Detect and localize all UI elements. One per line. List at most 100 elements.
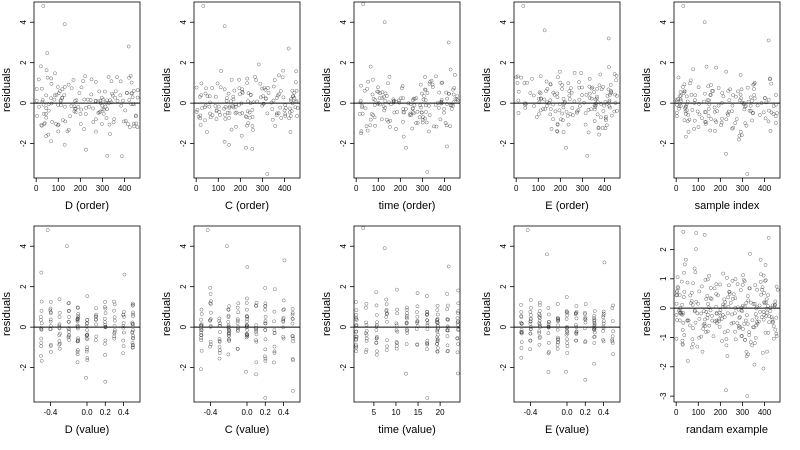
data-point — [445, 343, 450, 348]
y-tick-label: -2 — [659, 363, 668, 371]
data-point — [112, 324, 117, 328]
data-point — [445, 334, 450, 338]
data-point — [592, 314, 597, 318]
data-point — [537, 100, 542, 105]
data-point — [225, 96, 229, 100]
data-point — [539, 96, 543, 101]
data-point — [721, 313, 725, 317]
data-point — [583, 320, 588, 325]
data-point — [208, 100, 212, 105]
data-point — [81, 79, 85, 83]
data-point — [610, 306, 615, 311]
data-point — [199, 333, 203, 337]
data-point — [570, 106, 575, 110]
data-point — [218, 85, 223, 90]
y-tick-label: 0 — [499, 100, 508, 105]
data-point — [546, 322, 551, 327]
data-point — [111, 120, 116, 125]
data-point — [37, 104, 41, 109]
data-point — [198, 94, 202, 99]
data-point — [428, 80, 432, 84]
data-point — [564, 328, 569, 333]
data-point — [703, 317, 707, 322]
data-point — [394, 321, 399, 326]
data-point — [44, 68, 49, 73]
data-point — [49, 324, 53, 328]
data-point — [722, 315, 727, 319]
data-point — [239, 101, 244, 106]
data-point — [39, 336, 44, 341]
data-point — [94, 80, 98, 84]
data-point — [112, 336, 117, 341]
data-point — [702, 232, 707, 237]
x-tick-label: 400 — [598, 184, 612, 193]
data-point — [741, 278, 746, 282]
data-point — [106, 75, 111, 79]
data-point — [75, 339, 80, 344]
data-point — [404, 371, 408, 376]
data-point — [761, 110, 766, 115]
data-point — [546, 331, 551, 336]
data-point — [689, 299, 694, 303]
data-point — [528, 327, 533, 331]
data-point — [528, 347, 532, 352]
data-point — [272, 287, 277, 292]
data-point — [682, 333, 687, 337]
data-point — [99, 95, 104, 100]
data-point — [678, 308, 683, 312]
data-point — [122, 272, 127, 277]
data-point — [129, 80, 134, 85]
data-point — [771, 104, 776, 108]
data-point — [364, 305, 368, 310]
data-point — [84, 147, 88, 152]
data-point — [721, 304, 725, 309]
x-axis-title: C (value) — [225, 424, 270, 436]
data-point — [42, 121, 47, 126]
data-point — [374, 340, 379, 345]
data-point — [364, 320, 368, 325]
data-point — [737, 324, 741, 328]
data-point — [564, 309, 569, 314]
data-point — [455, 98, 460, 103]
data-point — [113, 318, 117, 323]
data-point — [684, 102, 689, 106]
plot-frame — [513, 1, 621, 179]
y-tick-label: -2 — [339, 364, 348, 372]
data-point — [766, 119, 771, 124]
data-point — [394, 328, 399, 332]
data-point — [218, 113, 222, 117]
data-point — [263, 321, 267, 326]
data-point — [39, 321, 44, 326]
data-point — [100, 107, 105, 111]
data-point — [263, 307, 267, 312]
data-point — [705, 98, 710, 102]
data-point — [763, 278, 768, 283]
data-point — [688, 78, 693, 83]
data-point — [601, 337, 605, 342]
data-point — [686, 130, 691, 134]
data-point — [217, 324, 222, 328]
y-tick-label: 0 — [179, 100, 188, 105]
data-point — [760, 285, 765, 290]
data-point — [696, 301, 700, 306]
data-point — [200, 106, 204, 110]
data-point — [516, 111, 521, 115]
data-point — [592, 341, 597, 345]
data-point — [774, 93, 778, 97]
data-point — [227, 116, 231, 120]
data-point — [394, 323, 399, 328]
x-axis-title: D (value) — [65, 424, 110, 436]
data-point — [693, 320, 698, 325]
data-point — [598, 115, 603, 120]
data-point — [704, 330, 708, 334]
data-point — [727, 289, 732, 294]
data-point — [684, 112, 688, 116]
data-point — [391, 100, 396, 105]
data-point — [445, 144, 449, 149]
data-point — [394, 99, 398, 104]
data-point — [717, 325, 722, 329]
data-point — [771, 319, 775, 324]
data-point — [757, 303, 762, 308]
data-point — [768, 129, 773, 133]
data-point — [49, 96, 53, 101]
